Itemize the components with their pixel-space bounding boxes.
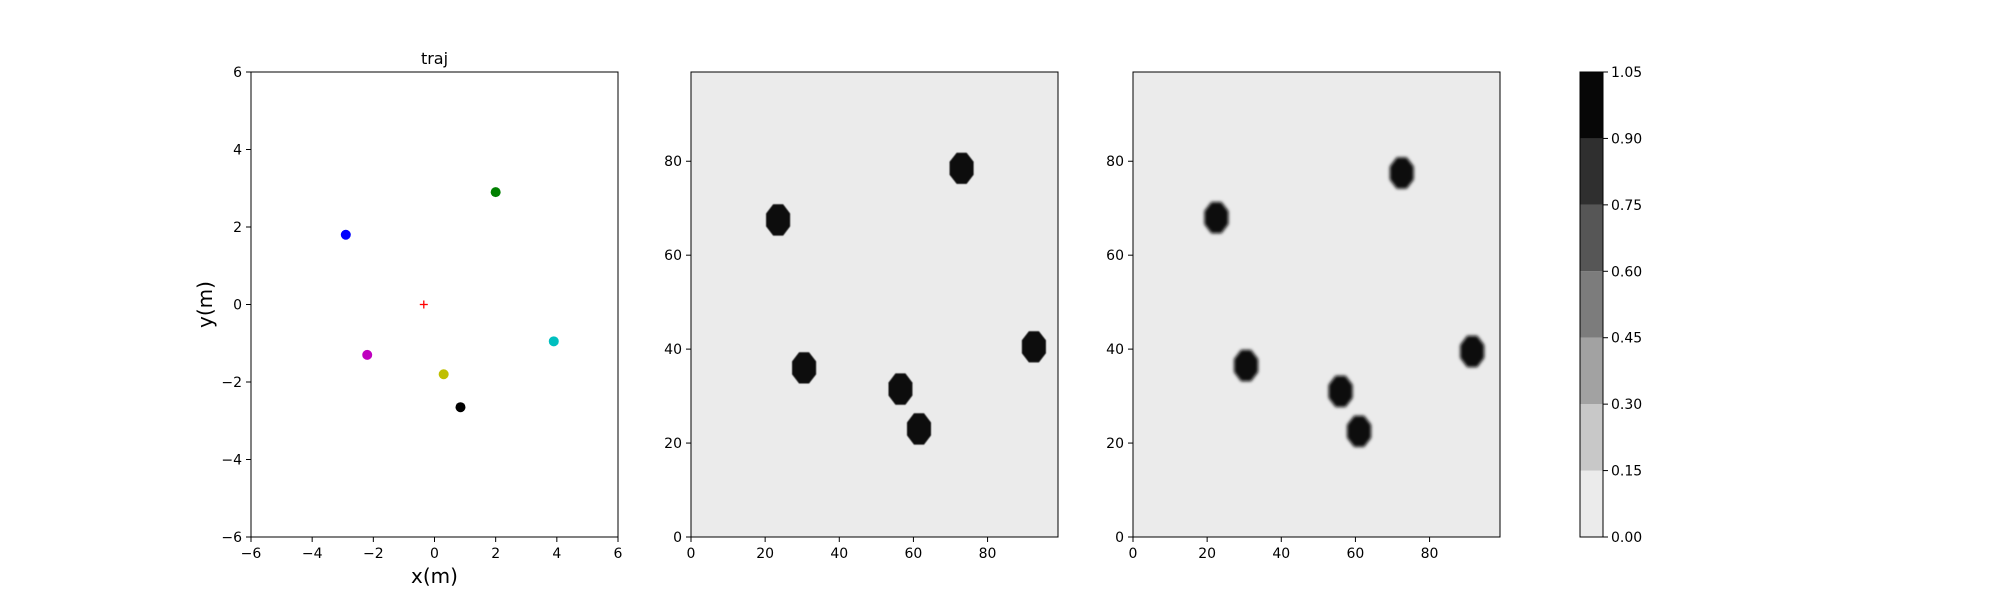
heatmap-2-x-tick-label: 20 (1198, 546, 1216, 562)
heatmap-2-obstacle (1347, 415, 1372, 447)
heatmap-1-y-tick-label: 40 (664, 342, 682, 358)
heatmap-2-y-tick-label: 80 (1106, 154, 1124, 170)
colorbar-frame (1579, 71, 1604, 538)
traj-point (548, 336, 559, 347)
traj-point (438, 369, 449, 380)
traj-ylabel: y(m) (193, 281, 217, 328)
traj-x-tick-label: −4 (302, 546, 323, 562)
traj-y-tick-label: −4 (221, 453, 242, 469)
traj-x-tick-label: −2 (363, 546, 384, 562)
heatmap-1-obstacle (766, 204, 791, 236)
heatmap-2-y-ticks: 0 20 40 60 80 (1106, 154, 1133, 546)
colorbar-tick-label: 0.60 (1611, 264, 1642, 280)
heatmap-2-obstacle (1234, 349, 1259, 382)
colorbar-band (1580, 72, 1603, 139)
heatmap-2-y-tick-label: 40 (1106, 342, 1124, 358)
traj-x-tick-label: 0 (430, 546, 439, 562)
heatmap-2-x-tick-label: 40 (1272, 546, 1290, 562)
colorbar: 0.00 0.15 0.30 0.45 0.60 0.75 0.90 1.05 (1579, 65, 1642, 546)
heatmap-2-obstacle (1460, 335, 1485, 368)
heatmap-panel-2: 0 20 40 60 80 0 20 40 60 80 (1106, 71, 1501, 562)
traj-y-tick-label: 0 (233, 298, 242, 314)
heatmap-1-obstacle (907, 413, 931, 445)
traj-title: traj (421, 49, 448, 68)
traj-point (455, 402, 466, 413)
heatmap-1-y-tick-label: 20 (664, 436, 682, 452)
traj-xlabel: x(m) (411, 564, 458, 588)
heatmap-2-x-tick-label: 0 (1129, 546, 1138, 562)
traj-y-ticks: −6 −4 −2 0 2 4 6 (221, 65, 251, 546)
traj-point (490, 187, 501, 198)
colorbar-band (1580, 204, 1603, 272)
heatmap-1-x-tick-label: 60 (905, 546, 923, 562)
traj-y-tick-label: 2 (233, 220, 242, 236)
heatmap-1-y-tick-label: 80 (664, 154, 682, 170)
heatmap-2-obstacle (1328, 375, 1353, 407)
colorbar-tick-label: 0.45 (1611, 331, 1642, 347)
colorbar-ticks: 0.00 0.15 0.30 0.45 0.60 0.75 0.90 1.05 (1603, 65, 1642, 546)
colorbar-band (1580, 271, 1603, 338)
colorbar-tick-label: 0.00 (1611, 530, 1642, 546)
traj-x-tick-label: 2 (491, 546, 500, 562)
heatmap-1-frame (690, 71, 1059, 538)
heatmap-1-y-ticks: 0 20 40 60 80 (664, 154, 691, 546)
traj-x-tick-label: 6 (614, 546, 623, 562)
traj-x-ticks: −6 −4 −2 0 2 4 6 (241, 537, 623, 562)
colorbar-band (1580, 470, 1603, 537)
heatmap-1-obstacle (792, 352, 817, 384)
heatmap-1-y-tick-label: 0 (673, 530, 682, 546)
heatmap-1-x-ticks: 0 20 40 60 80 (687, 537, 997, 562)
colorbar-band (1580, 337, 1603, 405)
heatmap-2-y-tick-label: 20 (1106, 436, 1124, 452)
heatmap-2-obstacle (1389, 157, 1414, 189)
heatmap-1-x-tick-label: 20 (756, 546, 774, 562)
colorbar-tick-label: 0.15 (1611, 464, 1642, 480)
heatmap-1-y-tick-label: 60 (664, 248, 682, 264)
traj-points (340, 187, 559, 413)
traj-point (362, 349, 373, 360)
heatmap-1-blobs (766, 152, 1046, 445)
traj-y-tick-label: 4 (233, 143, 242, 159)
colorbar-tick-label: 0.30 (1611, 397, 1642, 413)
traj-panel: traj x(m) y(m) −6 −4 −2 0 2 4 6 −6 −4 −2 0 2 4 6 (193, 49, 623, 588)
colorbar-band (1580, 404, 1603, 471)
traj-y-tick-label: −2 (221, 375, 242, 391)
heatmap-2-y-tick-label: 0 (1115, 530, 1124, 546)
heatmap-panel-1: 0 20 40 60 80 0 20 40 60 80 (664, 71, 1059, 562)
colorbar-bands (1580, 72, 1603, 537)
heatmap-2-x-tick-label: 60 (1347, 546, 1365, 562)
heatmap-2-background (1133, 72, 1500, 537)
heatmap-2-frame (1132, 71, 1501, 538)
traj-plot-area (250, 71, 619, 538)
colorbar-tick-label: 0.75 (1611, 198, 1642, 214)
traj-y-tick-label: 6 (233, 65, 242, 81)
traj-point (340, 229, 351, 240)
traj-x-tick-label: 4 (552, 546, 561, 562)
traj-x-tick-label: −6 (241, 546, 262, 562)
heatmap-1-x-tick-label: 40 (830, 546, 848, 562)
heatmap-2-x-tick-label: 80 (1421, 546, 1439, 562)
heatmap-2-blobs (1204, 157, 1485, 447)
heatmap-1-x-tick-label: 80 (979, 546, 997, 562)
heatmap-1-x-tick-label: 0 (687, 546, 696, 562)
heatmap-1-obstacle (1021, 331, 1046, 363)
heatmap-1-obstacle (949, 152, 974, 184)
colorbar-tick-label: 1.05 (1611, 65, 1642, 81)
colorbar-tick-label: 0.90 (1611, 131, 1642, 147)
heatmap-1-background (691, 72, 1058, 537)
heatmap-2-y-tick-label: 60 (1106, 248, 1124, 264)
heatmap-2-x-ticks: 0 20 40 60 80 (1129, 537, 1439, 562)
traj-y-tick-label: −6 (221, 530, 242, 546)
colorbar-band (1580, 138, 1603, 205)
heatmap-2-obstacle (1204, 202, 1229, 234)
traj-plus-marker (419, 300, 428, 309)
heatmap-1-obstacle (888, 373, 913, 405)
